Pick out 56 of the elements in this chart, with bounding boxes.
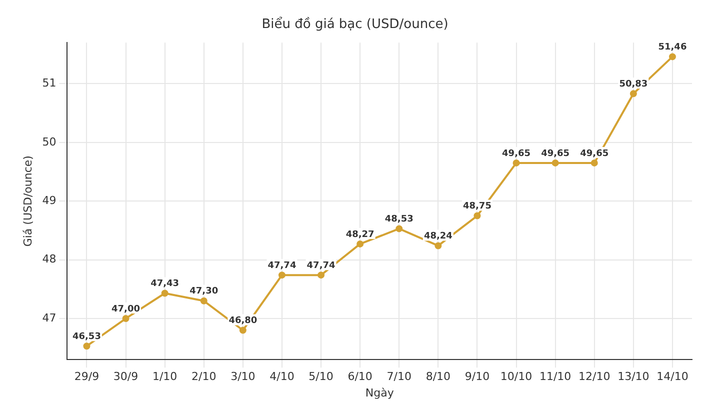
x-tick-label: 29/9	[74, 370, 100, 384]
data-label: 49,65	[580, 148, 609, 159]
data-label: 48,75	[462, 202, 492, 212]
data-label: 49,65	[502, 148, 531, 159]
data-label: 47,30	[190, 286, 218, 297]
chart-title: Biểu đồ giá bạc (USD/ounce)	[262, 16, 448, 32]
y-tick-label: 51	[42, 76, 56, 90]
point	[318, 272, 325, 279]
point	[474, 212, 481, 220]
data-label: 47,74	[306, 260, 336, 271]
point	[434, 242, 442, 250]
y-tick-label: 48	[42, 252, 56, 266]
point	[278, 272, 286, 279]
point	[396, 225, 403, 232]
data-label: 50,83	[619, 80, 648, 90]
x-tick-label: 12/10	[578, 370, 610, 384]
x-tick-label: 3/10	[230, 370, 256, 384]
data-label: 48,53	[384, 214, 414, 225]
y-tick-label: 47	[42, 311, 56, 324]
point	[200, 297, 208, 304]
data-label: 47,74	[268, 260, 296, 271]
point	[239, 326, 246, 334]
data-label: 49,65	[541, 148, 570, 159]
point	[590, 159, 598, 166]
point	[356, 240, 364, 248]
point	[161, 290, 168, 297]
x-tick-label: 30/9	[113, 370, 138, 384]
data-label: 47,43	[150, 279, 180, 290]
x-tick-label: 6/10	[348, 370, 372, 384]
data-label: 48,27	[346, 230, 374, 240]
y-tick-label: 49	[42, 194, 56, 207]
x-tick-label: 13/10	[618, 370, 650, 384]
point	[512, 159, 520, 166]
x-tick-label: 1/10	[152, 370, 178, 384]
point	[668, 53, 676, 60]
data-label: 51,46	[658, 42, 687, 53]
data-label: 47,00	[112, 304, 140, 314]
point	[630, 90, 637, 98]
x-tick-label: 9/10	[464, 370, 490, 384]
y-tick-label: 50	[42, 135, 56, 148]
data-label: 48,24	[424, 232, 452, 242]
x-tick-label: 7/10	[386, 370, 412, 384]
x-tick-label: 4/10	[270, 370, 294, 384]
x-tick-label: 8/10	[426, 370, 451, 384]
x-axis-title: Ngày	[365, 386, 394, 400]
y-axis-title: Giá (USD/ounce)	[21, 156, 34, 247]
x-tick-label: 2/10	[192, 370, 216, 384]
x-tick-label: 5/10	[308, 370, 334, 384]
point	[552, 159, 559, 166]
data-label: 46,80	[228, 316, 258, 326]
x-tick-label: 10/10	[500, 370, 532, 384]
point	[83, 342, 90, 350]
data-label: 46,53	[72, 332, 101, 342]
point	[122, 315, 130, 322]
x-tick-label: 14/10	[656, 370, 688, 384]
x-tick-label: 11/10	[539, 370, 572, 384]
